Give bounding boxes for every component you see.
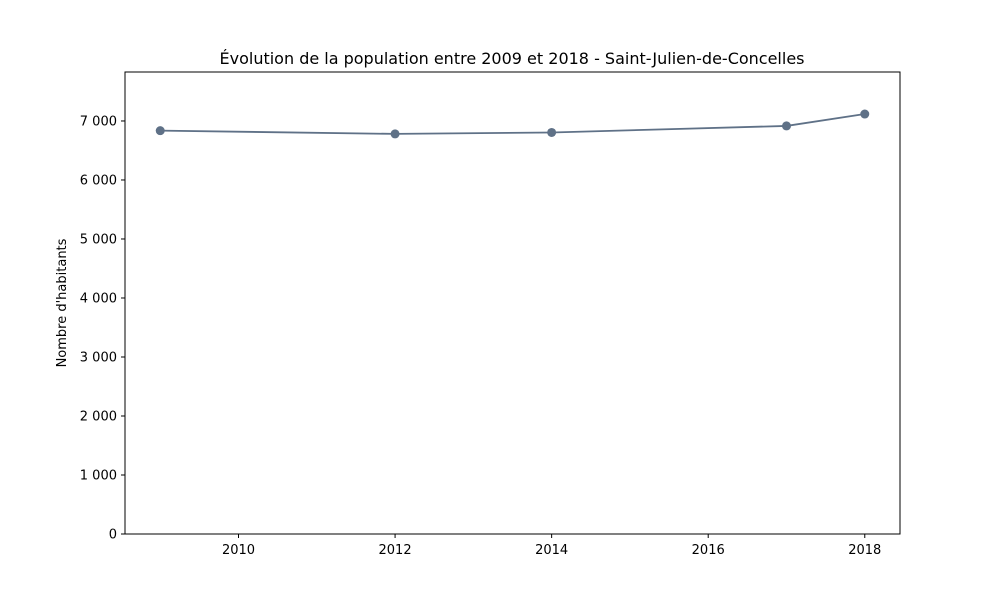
y-tick-label: 0 [109, 528, 117, 543]
y-tick-label: 2 000 [80, 409, 117, 424]
data-point [860, 109, 870, 119]
x-tick-label: 2016 [692, 543, 725, 558]
y-tick-label: 5 000 [80, 232, 117, 247]
y-tick-label: 3 000 [80, 350, 117, 365]
chart-title: Évolution de la population entre 2009 et… [220, 49, 805, 68]
data-point [155, 126, 165, 136]
y-tick-label: 7 000 [80, 114, 117, 129]
x-tick-label: 2010 [222, 543, 255, 558]
series-layer [155, 109, 870, 139]
x-tick-label: 2014 [535, 543, 568, 558]
y-tick-label: 6 000 [80, 173, 117, 188]
series-line [160, 113, 865, 135]
data-point [781, 121, 791, 131]
y-tick-label: 1 000 [80, 468, 117, 483]
y-axis-label: Nombre d'habitants [55, 238, 70, 367]
axis-ticks: 2010 2012 2014 2016 2018 0 1 000 2 000 3 000 4 00… [80, 114, 882, 558]
y-tick-label: 4 000 [80, 291, 117, 306]
x-tick-label: 2012 [379, 543, 412, 558]
data-point [547, 127, 557, 137]
data-point [390, 129, 400, 139]
plot-frame [124, 71, 901, 535]
x-tick-label: 2018 [848, 543, 881, 558]
